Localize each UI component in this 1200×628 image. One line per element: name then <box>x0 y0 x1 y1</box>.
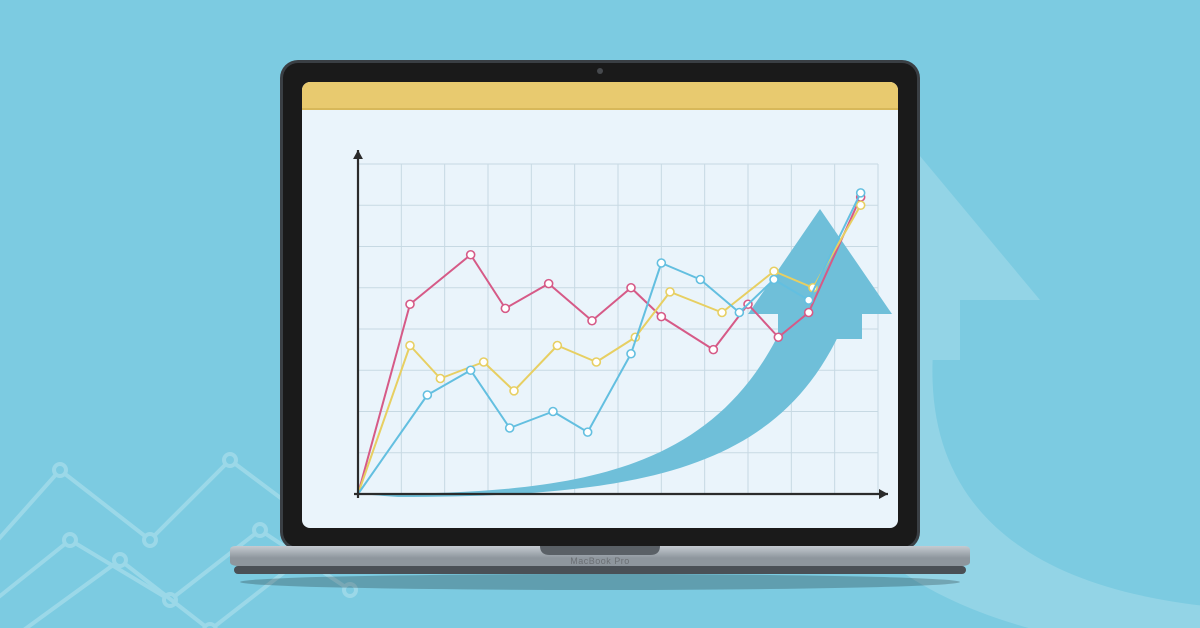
laptop: MacBook Pro <box>280 60 920 580</box>
stage: MacBook Pro <box>0 0 1200 628</box>
growth-arrow-icon <box>358 209 892 497</box>
laptop-model-label: MacBook Pro <box>280 556 920 566</box>
laptop-screen <box>302 82 898 528</box>
browser-top-bar <box>302 82 898 110</box>
laptop-base <box>230 546 970 596</box>
growth-line-chart <box>302 108 898 528</box>
